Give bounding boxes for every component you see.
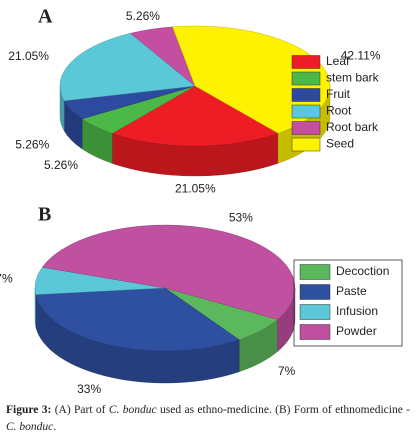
legend-swatch [291,121,321,135]
value-label: 7% [278,364,296,378]
legend-label: Leaf [326,54,350,68]
legend-label: Root [326,104,352,118]
legend-swatch [299,324,331,340]
slice [59,33,196,102]
legend-swatch [291,55,321,69]
legend-label: Seed [326,137,354,151]
value-label: 53% [229,210,253,224]
caption-text: (A) Part of [54,404,109,416]
caption-label: Figure 3: [6,404,52,416]
legend-label: stem bark [326,71,380,85]
value-label: 7% [0,271,13,285]
value-label: 5.26% [15,138,49,152]
legend-label: Decoction [336,264,389,278]
panel-label: B [38,204,51,226]
value-label: 21.05% [175,181,216,195]
legend-swatch [291,137,321,152]
caption-italic: C. bonduc [108,404,157,416]
legend-swatch [299,264,331,280]
slice [35,287,240,352]
legend-swatch [291,88,321,102]
panel-label: A [38,6,53,28]
legend-label: Infusion [336,304,378,318]
legend-label: Fruit [326,87,351,101]
slice [111,85,279,147]
legend-label: Powder [336,324,377,338]
legend-swatch [299,284,331,300]
legend-label: Root bark [326,120,379,134]
value-label: 33% [77,382,101,396]
caption-text: . [53,421,57,433]
legend-box [293,259,403,347]
value-label: 5.26% [44,158,78,172]
value-label: 5.26% [126,9,160,23]
caption: Figure 3: (A) Part of C. bonduc used as … [6,402,410,436]
legend-swatch [291,71,321,86]
caption-italic: C. bonduc [6,421,54,433]
figure: A 21.05% 5.26% 5.26% 21.05% 5.26% 42.11%Leaf st… [0,6,403,396]
slice [41,224,296,320]
caption-text: used as ethno-medicine. (B) Form of ethn… [156,404,411,416]
legend-swatch [291,104,321,119]
value-label: 42.11% [341,49,381,63]
legend-swatch [299,304,331,320]
legend-label: Paste [336,284,367,298]
value-label: 21.05% [8,49,49,63]
